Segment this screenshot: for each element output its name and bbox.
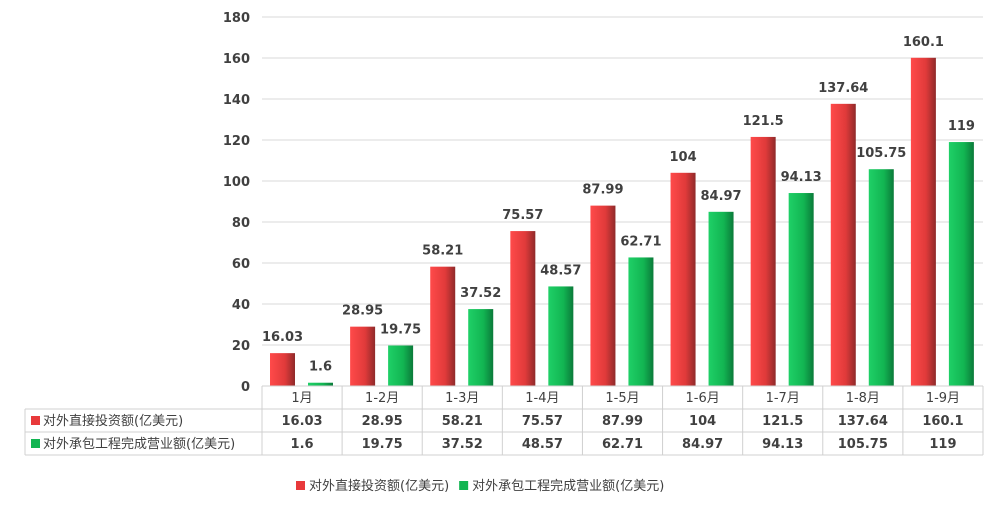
table-cell: 84.97: [682, 437, 723, 452]
bar-investment: [430, 266, 456, 386]
bar-investment: [910, 57, 936, 387]
legend-label: 对外承包工程完成营业额(亿美元): [472, 479, 664, 494]
bar-investment: [510, 231, 536, 386]
table-cell: 62.71: [602, 437, 643, 452]
data-label: 16.03: [262, 330, 303, 345]
data-label: 87.99: [582, 183, 623, 198]
y-tick-label: 100: [223, 175, 250, 190]
y-tick-label: 40: [232, 298, 250, 313]
bar-contract: [468, 309, 494, 386]
table-cell: 75.57: [522, 414, 563, 429]
table-cell: 87.99: [602, 414, 643, 429]
y-tick-label: 80: [232, 216, 250, 231]
data-label: 75.57: [502, 208, 543, 223]
table-cell: 16.03: [281, 414, 322, 429]
y-tick-label: 120: [223, 134, 250, 149]
bar-investment: [350, 326, 376, 386]
legend-key: [31, 439, 40, 448]
table-cell: 119: [929, 437, 956, 452]
category-label: 1-7月: [766, 391, 800, 406]
y-tick-label: 20: [232, 339, 250, 354]
table-cell: 104: [689, 414, 716, 429]
data-label: 160.1: [903, 35, 944, 50]
legend-marker: [459, 481, 469, 490]
y-tick-label: 0: [241, 380, 250, 395]
bar-contract: [948, 142, 974, 386]
data-label: 105.75: [856, 146, 906, 161]
row-header: 对外承包工程完成营业额(亿美元): [43, 437, 235, 452]
legend-key: [31, 416, 40, 425]
bar-contract: [868, 169, 894, 386]
table-cell: 137.64: [838, 414, 888, 429]
data-label: 19.75: [380, 323, 421, 338]
y-tick-label: 140: [223, 93, 250, 108]
table-cell: 48.57: [522, 437, 563, 452]
category-label: 1-9月: [926, 391, 960, 406]
data-label: 84.97: [700, 189, 741, 204]
table-cell: 58.21: [442, 414, 483, 429]
legend-marker: [296, 481, 305, 490]
category-label: 1-8月: [846, 391, 880, 406]
bar-investment: [830, 103, 856, 386]
bar-investment: [590, 205, 616, 386]
bar-contract: [548, 286, 574, 386]
bar-investment: [270, 353, 295, 386]
data-label: 62.71: [620, 234, 661, 249]
table-cell: 28.95: [362, 414, 403, 429]
row-header: 对外直接投资额(亿美元): [43, 413, 183, 429]
bar-investment: [670, 172, 696, 386]
y-tick-label: 60: [232, 257, 250, 272]
data-label: 1.6: [309, 360, 332, 375]
bar-investment: [750, 136, 776, 386]
data-label: 58.21: [422, 244, 463, 259]
category-label: 1月: [291, 391, 312, 406]
data-label: 137.64: [818, 81, 868, 96]
legend-label: 对外直接投资额(亿美元): [309, 478, 449, 494]
y-tick-label: 160: [223, 52, 250, 67]
category-label: 1-4月: [525, 391, 559, 406]
category-label: 1-6月: [685, 391, 719, 406]
data-label: 48.57: [540, 263, 581, 278]
table-cell: 1.6: [291, 437, 314, 452]
table-cell: 121.5: [762, 414, 803, 429]
table-cell: 105.75: [838, 437, 888, 452]
bar-contract: [388, 345, 414, 386]
table-cell: 19.75: [362, 437, 403, 452]
data-label: 28.95: [342, 304, 383, 319]
bar-contract: [708, 211, 734, 386]
table-cell: 160.1: [922, 414, 963, 429]
category-label: 1-2月: [365, 391, 399, 406]
bar-contract: [628, 257, 654, 386]
category-label: 1-5月: [605, 391, 639, 406]
category-label: 1-3月: [445, 391, 479, 406]
bar-contract: [308, 382, 333, 386]
y-tick-label: 180: [223, 11, 250, 26]
table-cell: 94.13: [762, 437, 803, 452]
table-cell: 37.52: [442, 437, 483, 452]
data-label: 121.5: [743, 114, 784, 129]
data-label: 104: [669, 150, 696, 165]
data-label: 94.13: [781, 170, 822, 185]
data-label: 119: [948, 119, 975, 134]
bar-contract: [788, 193, 814, 386]
data-label: 37.52: [460, 286, 501, 301]
